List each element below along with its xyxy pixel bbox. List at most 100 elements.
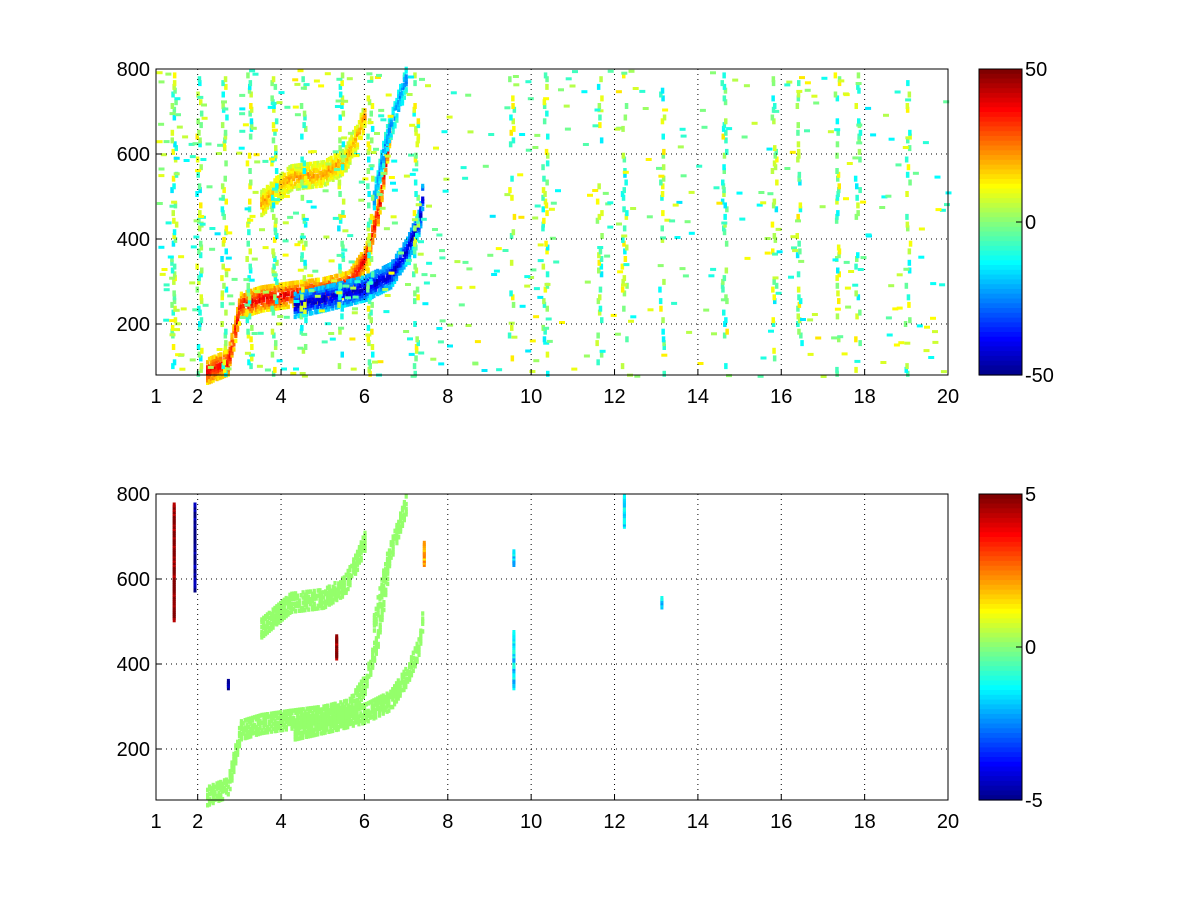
heatmap-cell [374,702,378,707]
heatmap-cell [549,236,556,240]
heatmap-cell [316,181,320,186]
heatmap-cell [363,121,367,126]
heatmap-cell [343,699,347,704]
heatmap-cell [870,133,877,137]
heatmap-cell [249,309,253,314]
heatmap-cell [361,261,365,267]
heatmap-cell [356,690,360,695]
heatmap-cell [316,705,320,710]
heatmap-cell [316,307,320,312]
heatmap-cell [366,713,370,719]
heatmap-cell [592,189,599,192]
heatmap-cell [215,786,219,791]
heatmap-cell [414,267,419,274]
heatmap-cell [359,254,363,259]
colorbar-swatch [979,570,1022,576]
heatmap-cell [350,141,354,146]
heatmap-cell [309,169,313,174]
heatmap-cell [857,87,861,94]
heatmap-cell [348,709,352,714]
heatmap-cell [247,294,252,301]
heatmap-cell [865,106,872,110]
heatmap-cell [327,592,331,597]
heatmap-cell [387,131,391,136]
heatmap-cell [273,721,277,726]
heatmap-cell [299,718,303,723]
heatmap-cell [404,252,408,257]
heatmap-cell [309,589,313,594]
heatmap-cell [888,284,895,288]
heatmap-cell [350,143,354,149]
heatmap-cell [266,307,270,312]
heatmap-cell [237,738,242,744]
heatmap-cell [835,213,839,220]
heatmap-cell [301,286,305,293]
heatmap-cell [630,207,637,210]
heatmap-cell [310,606,315,612]
heatmap-cell [387,278,391,283]
heatmap-cell [338,328,342,335]
heatmap-cell [337,588,341,594]
heatmap-cell [305,602,309,607]
heatmap-cell [265,205,269,210]
heatmap-cell [323,235,330,239]
heatmap-cell [290,601,294,607]
heatmap-cell [221,786,225,792]
heatmap-cell [393,259,397,264]
heatmap-cell [306,716,310,721]
heatmap-cell [165,221,172,225]
heatmap-cell [677,145,684,149]
heatmap-cell [369,659,373,665]
heatmap-cell [265,612,269,617]
heatmap-cell [317,718,322,724]
heatmap-cell [381,268,385,273]
heatmap-cell [835,141,840,148]
colorbar-tick-label: 0 [1025,637,1036,659]
heatmap-cell [293,291,297,297]
colorbar-swatch [979,737,1022,744]
heatmap-cell [297,175,301,181]
heatmap-cell [346,77,353,81]
heatmap-cell [230,348,234,353]
heatmap-cell [372,613,376,618]
heatmap-cell [400,521,405,526]
heatmap-cell [310,205,317,209]
heatmap-cell [378,179,382,184]
colorbar-swatch [979,623,1022,629]
heatmap-cell [412,363,417,370]
heatmap-cell [277,285,281,290]
heatmap-cell [256,729,260,734]
heatmap-cell [832,258,839,262]
heatmap-cell [368,700,372,705]
heatmap-cell [796,148,801,155]
heatmap-cell [305,286,309,292]
colorbar-swatch [979,231,1022,237]
heatmap-cell [294,243,301,247]
heatmap-cell [341,248,348,252]
heatmap-cell [318,180,322,186]
heatmap-cell [402,90,406,95]
heatmap-cell [303,344,308,350]
heatmap-cell [772,198,777,205]
heatmap-cell [294,708,298,713]
heatmap-cell [303,607,307,613]
heatmap-cell [456,286,463,290]
heatmap-cell [358,257,362,262]
heatmap-cell [224,352,228,357]
heatmap-cell [799,332,803,339]
heatmap-cell [369,669,373,675]
heatmap-cell [342,168,346,173]
heatmap-cell [409,235,414,240]
heatmap-cell [247,304,251,310]
heatmap-cell [398,680,402,686]
colorbar-swatch [979,298,1022,304]
heatmap-cell [908,240,913,247]
heatmap-cell [417,214,421,220]
heatmap-cell [277,195,281,200]
heatmap-cell [328,332,335,335]
heatmap-cell [219,367,223,372]
heatmap-cell [368,164,375,168]
heatmap-cell [324,599,328,604]
heatmap-cell [376,696,380,701]
heatmap-cell [368,715,372,720]
